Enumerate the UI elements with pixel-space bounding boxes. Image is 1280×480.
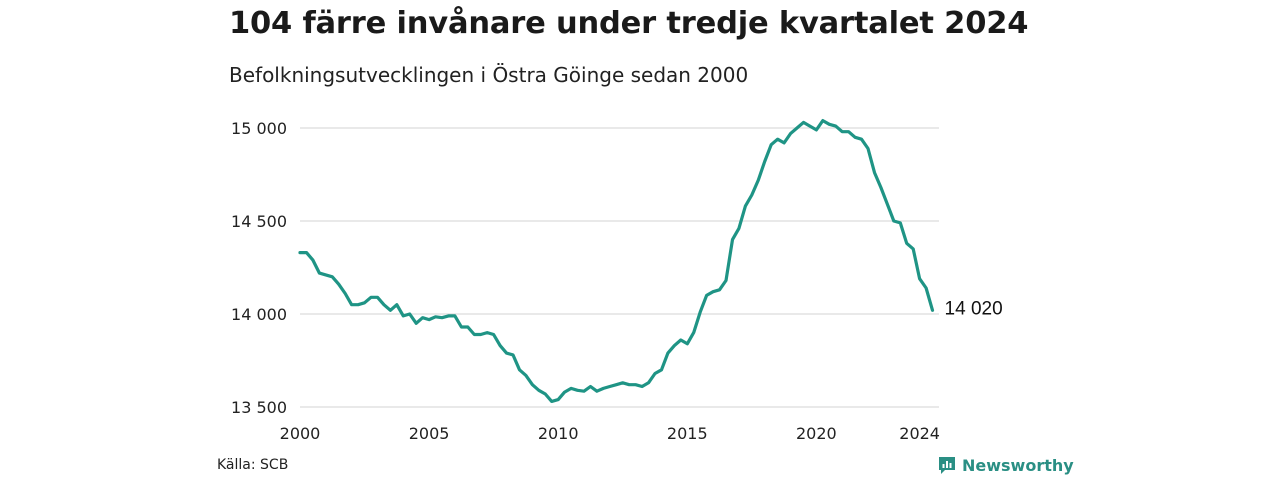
brand-name: Newsworthy: [962, 456, 1074, 475]
series-line: [298, 119, 935, 403]
chart-subtitle: Befolkningsutvecklingen i Östra Göinge s…: [229, 63, 749, 87]
x-tick-label: 2020: [796, 424, 837, 443]
source-note: Källa: SCB: [217, 457, 289, 473]
end-value-label: 14 020: [945, 298, 1003, 319]
brand-logo: Newsworthy: [938, 456, 1074, 475]
bar-chart-speech-icon: [939, 457, 955, 474]
x-tick-label: 2010: [538, 424, 579, 443]
y-tick-label: 15 000: [231, 119, 287, 138]
x-tick-label: 2005: [409, 424, 450, 443]
y-tick-label: 14 000: [231, 305, 287, 324]
x-tick-label: 2015: [667, 424, 708, 443]
chart-title: 104 färre invånare under tredje kvartale…: [229, 6, 1029, 41]
y-tick-label: 14 500: [231, 212, 287, 231]
x-tick-label: 2000: [280, 424, 321, 443]
y-tick-label: 13 500: [231, 398, 287, 417]
x-tick-label: 2024: [899, 424, 940, 443]
